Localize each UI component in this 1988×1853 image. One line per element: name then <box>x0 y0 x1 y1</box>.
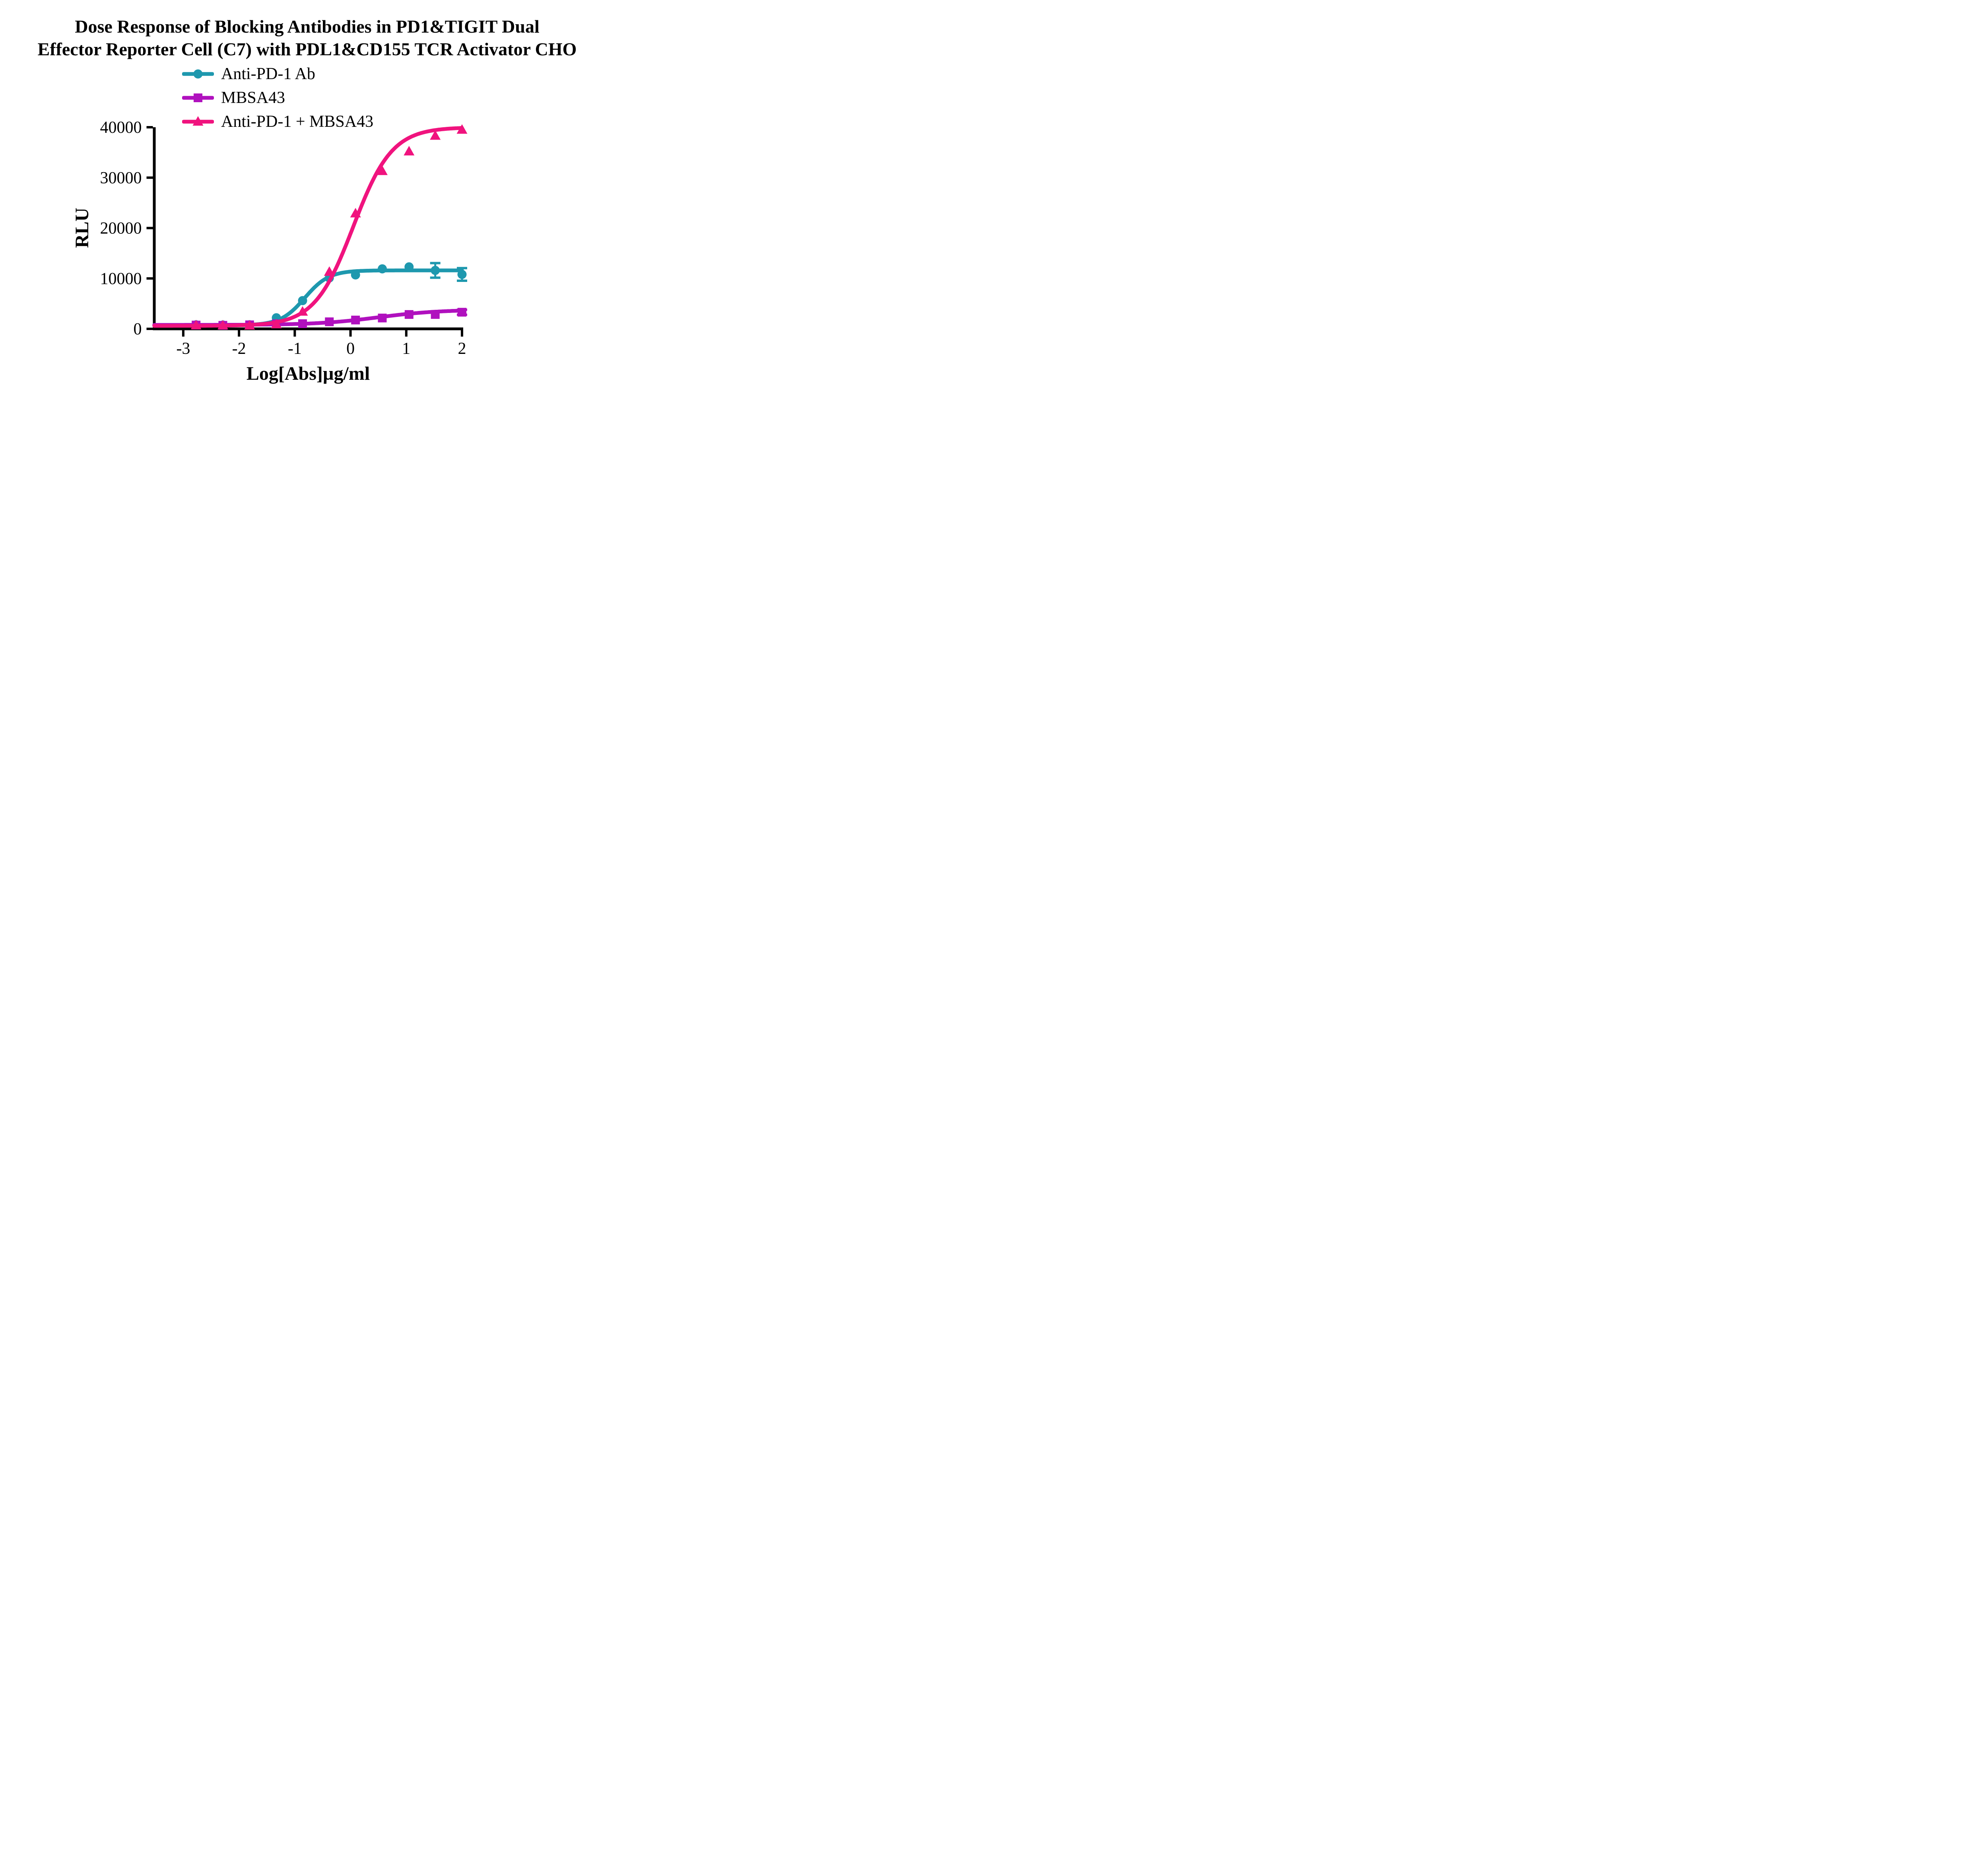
data-point-square <box>298 319 307 328</box>
data-point-triangle <box>271 319 282 328</box>
legend-item-anti-pd1-plus-mbsa43: Anti-PD-1 + MBSA43 <box>182 110 373 134</box>
y-tick-label: 10000 <box>100 270 142 288</box>
legend-item-mbsa43: MBSA43 <box>182 86 373 110</box>
legend-label-mbsa43: MBSA43 <box>221 89 285 107</box>
data-point-triangle <box>430 130 441 140</box>
data-point-square <box>431 310 440 319</box>
legend-marker-triangle-icon <box>182 116 214 126</box>
data-point-triangle <box>217 320 228 330</box>
data-point-triangle <box>404 146 415 155</box>
legend-marker-circle-icon <box>182 69 214 79</box>
legend-square <box>194 93 202 102</box>
x-tick-label: -1 <box>288 340 302 358</box>
data-point-square <box>404 310 414 319</box>
data-point-triangle <box>377 165 388 175</box>
data-point-square <box>325 317 334 326</box>
data-point-circle <box>431 266 440 275</box>
data-point-triangle <box>456 124 468 134</box>
x-tick-label: 2 <box>458 340 466 358</box>
data-point-triangle <box>244 320 255 330</box>
legend: Anti-PD-1 Ab MBSA43 Anti-PD-1 + MBSA43 <box>182 62 373 134</box>
fit-curve-series-0 <box>152 268 464 327</box>
y-axis-title: RLU <box>72 208 93 248</box>
data-point-square <box>351 315 360 324</box>
x-axis-title: Log[Abs]µg/ml <box>247 363 370 384</box>
data-point-triangle <box>324 266 335 276</box>
y-tick-label: 30000 <box>100 169 142 187</box>
dose-response-figure: Dose Response of Blocking Antibodies in … <box>0 0 614 398</box>
y-tick-label: 20000 <box>100 219 142 238</box>
legend-triangle <box>192 116 204 126</box>
legend-marker-square-icon <box>182 93 214 102</box>
data-point-circle <box>351 270 360 280</box>
legend-item-anti-pd1-ab: Anti-PD-1 Ab <box>182 62 373 86</box>
legend-label-anti-pd1-ab: Anti-PD-1 Ab <box>221 65 315 83</box>
data-point-circle <box>377 264 387 274</box>
dose-response-chart: -3 -2 -1 0 1 2 0 10000 20000 30000 40000 RLU Log[Abs… <box>72 118 468 384</box>
x-tick-label: 0 <box>346 340 355 358</box>
chart-title-line1: Dose Response of Blocking Antibodies in … <box>75 16 540 37</box>
data-point-circle <box>457 270 467 279</box>
legend-circle <box>193 69 203 79</box>
x-tick-label: -3 <box>176 340 190 358</box>
data-point-triangle <box>190 320 202 330</box>
data-point-triangle <box>350 208 361 218</box>
y-tick-label: 0 <box>134 320 142 338</box>
chart-title: Dose Response of Blocking Antibodies in … <box>0 15 614 60</box>
data-point-square <box>378 313 387 322</box>
data-point-circle <box>298 296 307 305</box>
data-point-square <box>458 308 466 317</box>
y-tick-label: 40000 <box>100 118 142 137</box>
fit-curve-series-2 <box>152 126 464 328</box>
x-tick-label: -2 <box>232 340 246 358</box>
chart-title-line2: Effector Reporter Cell (C7) with PDL1&CD… <box>37 39 577 59</box>
data-point-triangle <box>297 306 308 316</box>
legend-label-anti-pd1-plus-mbsa43: Anti-PD-1 + MBSA43 <box>221 113 374 131</box>
data-point-circle <box>404 262 414 272</box>
x-tick-label: 1 <box>402 340 410 358</box>
